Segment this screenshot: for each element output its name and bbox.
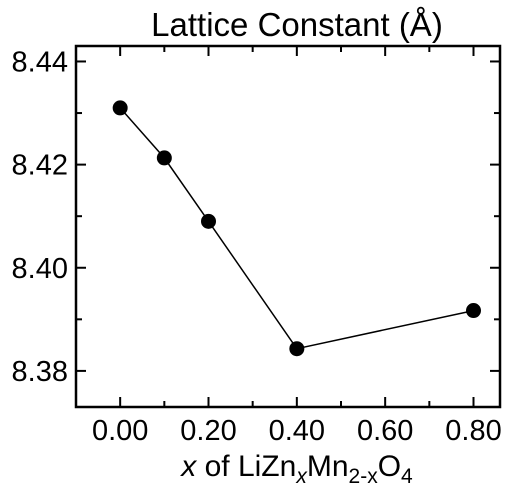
data-point [112,100,128,116]
data-point [289,341,305,357]
x-axis-tick-labels: 0.00 0.20 0.40 0.60 0.80 [92,415,502,447]
y-tick-label: 8.44 [12,46,68,78]
series-line [119,107,474,350]
x-axis-ticks [119,46,475,407]
data-points [112,100,481,357]
data-point [466,303,481,319]
y-axis-ticks [76,60,500,372]
x-tick-label: 0.40 [269,415,325,447]
data-point [201,213,216,229]
x-tick-label: 0.80 [445,415,501,447]
y-tick-label: 8.40 [12,253,68,285]
x-tick-label: 0.00 [92,415,148,447]
x-axis-label: x of LiZnxMn2-xO4 [179,450,413,488]
x-tick-label: 0.60 [357,415,413,447]
chart-title: Lattice Constant (Å) [151,6,443,43]
plot-frame [74,44,502,409]
x-tick-label: 0.20 [180,415,236,447]
y-axis-tick-labels: 8.38 8.40 8.42 8.44 [12,46,68,387]
y-tick-label: 8.38 [12,356,68,388]
data-point [156,150,172,166]
y-tick-label: 8.42 [12,150,68,182]
